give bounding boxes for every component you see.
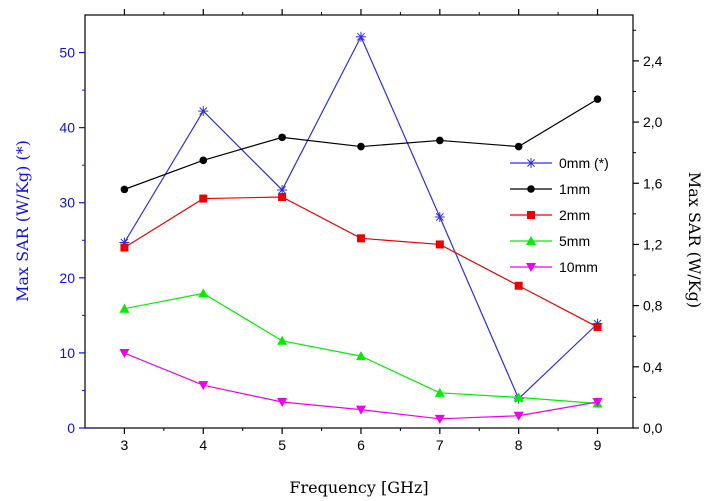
x-tick-label: 6: [357, 437, 365, 453]
x-axis-title: Frequency [GHz]: [289, 478, 428, 497]
legend-label-1: 1mm: [559, 181, 590, 197]
series-3-point: [198, 288, 209, 298]
left-y-tick-label: 40: [59, 120, 75, 136]
series-line-0: [123, 35, 598, 400]
legend-label-3: 5mm: [559, 233, 590, 249]
left-y-tick-label: 20: [59, 270, 75, 286]
x-tick-label: 4: [199, 437, 207, 453]
series-4-point: [119, 349, 130, 359]
series-4-point: [198, 381, 209, 391]
legend-label-4: 10mm: [559, 259, 598, 275]
right-y-axis-title: Max SAR (W/Kg): [685, 172, 704, 308]
series-1-point: [199, 156, 208, 165]
x-tick-label: 5: [278, 437, 286, 453]
series-2-point: [593, 323, 602, 332]
x-tick-label: 9: [594, 437, 602, 453]
series-1-point: [514, 142, 523, 151]
series-1-point: [593, 95, 602, 103]
series-4-point: [355, 405, 366, 415]
series-4-point: [277, 397, 288, 407]
right-y-tick-label: 2,0: [643, 114, 663, 130]
right-y-tick-label: 2,4: [643, 53, 663, 69]
series-4-point: [592, 397, 603, 407]
series-line-2: [124, 196, 598, 328]
x-tick-label: 3: [121, 437, 129, 453]
series-2-point: [514, 281, 523, 290]
x-tick-label: 7: [436, 437, 444, 453]
legend-marker-3: [526, 236, 536, 245]
right-y-tick-label: 1,6: [643, 175, 663, 191]
series-0-point: [277, 184, 288, 195]
x-tick-label: 8: [515, 437, 523, 453]
series-4-point: [513, 411, 524, 421]
series-3-point: [513, 392, 524, 402]
right-y-tick-label: 1,2: [643, 236, 663, 252]
series-1-point: [120, 185, 129, 194]
series-2-point: [199, 194, 208, 203]
series-1-point: [278, 133, 286, 142]
left-y-tick-label: 10: [59, 345, 75, 361]
series-2-point: [356, 234, 365, 243]
plot-frame: [84, 14, 634, 429]
legend-marker-4: [526, 263, 536, 272]
legend-marker-2: [527, 211, 535, 219]
series-2-point: [278, 193, 287, 202]
right-y-tick-label: 0,0: [643, 420, 663, 436]
series-line-3: [124, 292, 598, 405]
right-y-tick-label: 0,4: [643, 359, 663, 375]
right-y-tick-label: 0,8: [643, 298, 663, 314]
series-0-point: [434, 211, 445, 222]
axis-ticks: 3 4 5 6 7 8 9 0 10 20 30 40 50 0,0 0,4 0,8 1,2 1,6 2,0 2,4: [59, 9, 663, 453]
series-3-point: [119, 303, 130, 313]
legend-marker-1: [527, 185, 535, 193]
series-0-point: [119, 237, 130, 248]
series-2-point: [120, 243, 129, 252]
left-y-axis-title: Max SAR (W/Kg) (*): [13, 140, 32, 302]
series-1-point: [436, 136, 444, 145]
series-0-point: [198, 106, 209, 117]
series-4-point: [434, 414, 445, 424]
series-2-point: [435, 240, 444, 249]
legend: 0mm (*) 1mm 2mm 5mm 10mm: [510, 155, 609, 275]
series-3-point: [355, 351, 366, 361]
series-3-point: [434, 387, 445, 397]
legend-label-2: 2mm: [559, 207, 590, 223]
series-1-point: [357, 142, 365, 151]
legend-marker-0: [526, 158, 536, 168]
series-3-point: [277, 335, 288, 345]
left-y-tick-label: 30: [59, 195, 75, 211]
legend-label-0: 0mm (*): [559, 155, 609, 171]
series-lines: [119, 31, 603, 424]
series-0-point: [355, 31, 366, 42]
left-y-tick-label: 0: [67, 420, 75, 436]
left-y-tick-label: 50: [59, 45, 75, 61]
